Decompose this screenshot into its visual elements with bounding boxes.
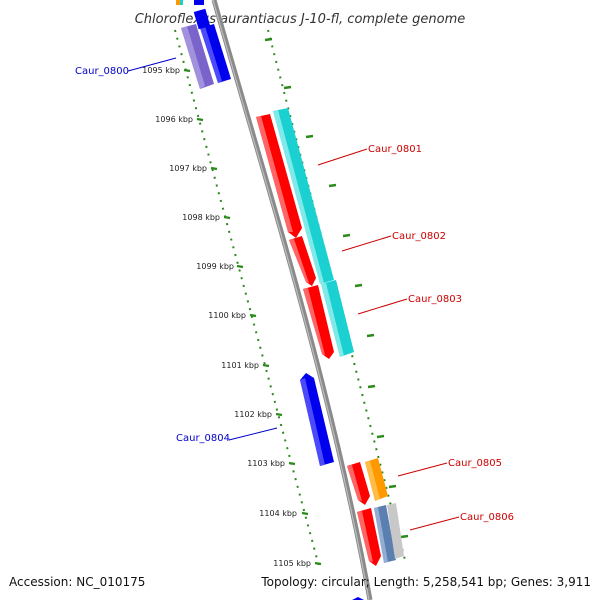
gene-caur-0802-shade: [289, 239, 309, 283]
inner-ruler-ticks: [183, 68, 322, 566]
topology-text: Topology: circular; Length: 5,258,541 bp…: [260, 575, 591, 589]
kbp-label: 1105 kbp: [273, 559, 311, 568]
kbp-label: 1096 kbp: [155, 115, 193, 124]
gene-caur-0801-shade: [256, 116, 293, 232]
gene-gray[interactable]: [387, 503, 404, 559]
gene-caur-0806-shade: [357, 511, 373, 562]
gene-bottom-fragment[interactable]: [352, 597, 364, 600]
map-title: Chloroflexus aurantiacus J-10-fl, comple…: [135, 12, 466, 27]
kbp-label: 1097 kbp: [169, 164, 207, 173]
kbp-label: 1099 kbp: [196, 262, 234, 271]
gene-cyan-long-shade: [273, 110, 324, 284]
top-gene-fragments[interactable]: [176, 0, 204, 5]
gene-label-caur-0800[interactable]: Caur_0800: [75, 66, 129, 77]
gene-cyan-lower-shade: [321, 283, 344, 357]
gene-label-caur-0805[interactable]: Caur_0805: [448, 458, 502, 469]
accession-text: Accession: NC_010175: [9, 575, 145, 589]
gene-label-caur-0801[interactable]: Caur_0801: [368, 144, 422, 155]
gene-caur-0804-shade: [300, 378, 325, 466]
gene-steel-shade: [374, 507, 388, 563]
gene-blue-top-shade: [200, 26, 222, 83]
gene-labels: Caur_0800 Caur_0801 Caur_0802 Caur_0803 …: [75, 66, 514, 523]
kbp-label: 1104 kbp: [259, 509, 297, 518]
gene-label-caur-0806[interactable]: Caur_0806: [460, 512, 514, 523]
kbp-label: 1098 kbp: [182, 213, 220, 222]
kbp-label: 1103 kbp: [247, 459, 285, 468]
kbp-label: 1095 kbp: [142, 66, 180, 75]
gene-caur-0800-shade: [181, 26, 205, 89]
kbp-label: 1102 kbp: [234, 410, 272, 419]
kbp-label: 1101 kbp: [221, 361, 259, 370]
gene-label-caur-0803[interactable]: Caur_0803: [408, 294, 462, 305]
kbp-label: 1100 kbp: [208, 311, 246, 320]
genome-backbone: [211, 0, 373, 600]
kbp-labels: 1095 kbp 1096 kbp 1097 kbp 1098 kbp 1099…: [142, 66, 311, 568]
genome-backbone-highlight: [212, 0, 370, 600]
genes: [181, 8, 404, 600]
gene-caur-0805-shade: [347, 465, 362, 501]
gene-label-caur-0804[interactable]: Caur_0804: [176, 433, 230, 444]
inner-ruler: [174, 29, 321, 571]
gene-orange-shade: [365, 461, 380, 501]
gene-leader-lines: [127, 57, 460, 531]
gene-caur-0803-shade: [303, 288, 325, 355]
outer-ruler-ticks: [264, 37, 409, 539]
gene-label-caur-0802[interactable]: Caur_0802: [392, 231, 446, 242]
